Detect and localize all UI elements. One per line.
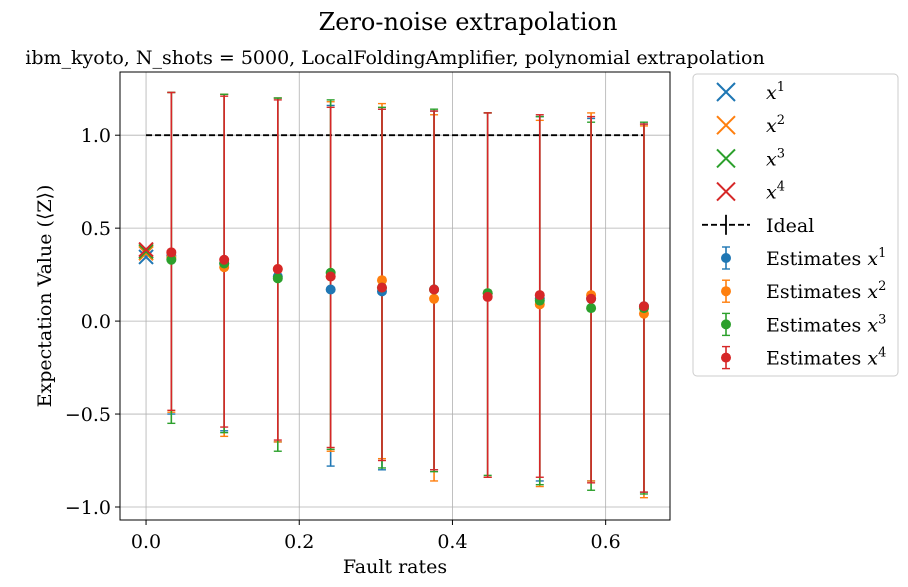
estimate-point	[272, 264, 283, 275]
legend-marker-extrapolation	[716, 148, 736, 169]
estimate-point	[429, 284, 440, 295]
chart-title: Zero-noise extrapolation	[319, 8, 618, 36]
x-tick-label: 0.6	[591, 531, 621, 553]
extrapolation-marker	[138, 249, 154, 265]
estimate-point	[376, 282, 387, 293]
extrapolation-marker	[138, 243, 154, 260]
y-tick-label: −0.5	[65, 404, 111, 426]
estimate-point	[376, 275, 387, 286]
estimate-point	[534, 290, 545, 301]
estimate-point	[325, 284, 336, 295]
y-tick-label: 0.0	[81, 311, 111, 333]
legend-label: Estimates x2	[766, 279, 886, 303]
estimate-point	[219, 254, 230, 265]
estimate-point	[586, 303, 597, 314]
legend-marker-extrapolation	[716, 181, 736, 202]
error-bars	[167, 91, 648, 499]
estimate-point	[166, 247, 177, 258]
legend-label: x4	[766, 180, 785, 204]
legend-label: x3	[766, 146, 785, 170]
plot-frame	[119, 71, 671, 521]
estimate-point	[482, 291, 493, 302]
legend-marker-estimate	[721, 345, 731, 370]
y-tick-label: 0.5	[81, 218, 111, 240]
y-tick-label: −1.0	[65, 497, 111, 519]
y-tick-label: 1.0	[81, 125, 111, 147]
legend-label: x1	[766, 80, 785, 104]
estimate-point	[166, 254, 177, 265]
x-tick-label: 0.4	[437, 531, 467, 553]
legend-label: Ideal	[766, 215, 814, 237]
legend-frame	[692, 73, 899, 377]
estimate-point	[586, 293, 597, 304]
legend-marker-estimate	[721, 279, 731, 303]
legend-marker-estimate	[721, 312, 731, 337]
legend-label: Estimates x1	[766, 246, 886, 270]
extrapolation-marker	[138, 241, 154, 258]
estimate-point	[272, 273, 283, 284]
legend-marker-estimate	[721, 246, 731, 270]
estimate-point	[325, 271, 336, 282]
x-tick-label: 0.2	[284, 531, 314, 553]
legend-marker-ideal	[702, 214, 750, 235]
legend-label: x2	[766, 113, 785, 137]
axis-ticks: 0.0 0.2 0.4 0.6 −1.0 −0.5 0.0 0.5 1.0	[65, 125, 621, 553]
x-axis-label: Fault rates	[343, 556, 447, 578]
legend-marker-extrapolation	[716, 82, 736, 102]
legend-marker-extrapolation	[716, 115, 736, 135]
extrapolation-markers	[138, 241, 154, 265]
chart-subtitle: ibm_kyoto, N_shots = 5000, LocalFoldingA…	[25, 47, 764, 69]
x-tick-label: 0.0	[131, 531, 161, 553]
estimate-points	[166, 247, 649, 319]
legend-label: Estimates x4	[766, 346, 886, 370]
estimate-point	[638, 301, 649, 312]
estimate-point	[429, 293, 440, 304]
y-axis-label: Expectation Value (⟨Z⟩)	[34, 185, 56, 408]
extrapolation-marker	[138, 245, 154, 261]
legend-label: Estimates x3	[766, 312, 886, 336]
legend: x1 x2 x3 x4 Ideal Estimates x1 Estimates x2 Est…	[692, 73, 899, 377]
